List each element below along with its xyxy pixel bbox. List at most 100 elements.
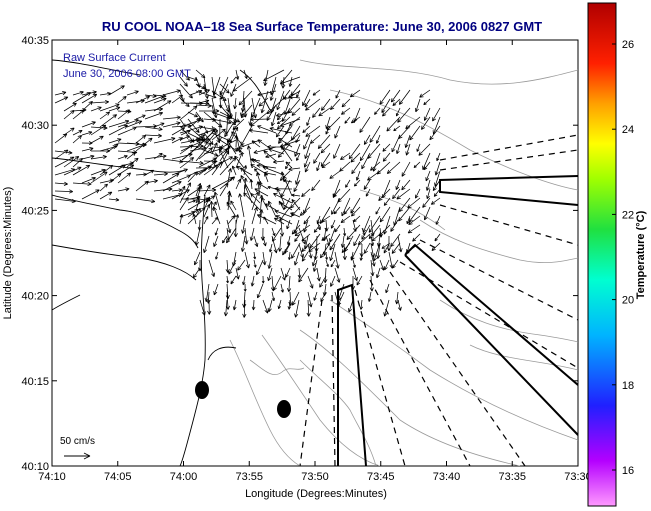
current-vector bbox=[226, 219, 232, 234]
current-vector bbox=[72, 157, 83, 168]
current-vector bbox=[242, 275, 246, 286]
current-vector bbox=[108, 173, 122, 184]
current-vector bbox=[171, 168, 188, 176]
current-vector bbox=[238, 193, 245, 218]
transect-solid-south bbox=[337, 283, 367, 466]
current-vector bbox=[243, 69, 248, 79]
current-vector bbox=[250, 275, 255, 287]
current-vector bbox=[359, 299, 364, 310]
current-vector bbox=[361, 227, 366, 236]
current-vector bbox=[228, 259, 237, 275]
current-vector bbox=[341, 98, 351, 108]
current-vector bbox=[290, 83, 301, 96]
current-vector bbox=[162, 115, 181, 120]
current-vector bbox=[390, 233, 401, 248]
current-vector bbox=[266, 104, 277, 121]
current-vector bbox=[379, 206, 391, 223]
current-vector bbox=[260, 90, 269, 114]
current-vector bbox=[364, 242, 371, 254]
current-vector bbox=[282, 242, 291, 256]
current-vector bbox=[256, 181, 261, 197]
current-vector bbox=[288, 76, 293, 87]
current-vector bbox=[425, 179, 431, 191]
current-vector bbox=[240, 235, 246, 252]
current-vector bbox=[219, 149, 229, 169]
current-vector bbox=[251, 206, 258, 225]
current-vector bbox=[291, 291, 300, 306]
current-vector bbox=[390, 89, 401, 103]
current-vector bbox=[162, 89, 181, 96]
current-vector bbox=[108, 143, 119, 152]
current-vector bbox=[432, 107, 441, 122]
current-vector bbox=[406, 215, 411, 225]
current-vector bbox=[268, 148, 285, 155]
current-vector bbox=[263, 69, 285, 82]
current-vector bbox=[423, 107, 431, 121]
current-vector bbox=[179, 185, 186, 197]
station-marker-2 bbox=[277, 400, 291, 418]
current-vector bbox=[209, 201, 214, 218]
current-vector bbox=[329, 170, 341, 179]
current-vector bbox=[398, 89, 411, 105]
colorbar bbox=[587, 2, 617, 507]
current-vector bbox=[401, 161, 411, 177]
current-vector bbox=[262, 251, 267, 266]
current-vector bbox=[99, 111, 111, 120]
current-vector bbox=[256, 172, 261, 183]
y-axis: 40:35 40:30 40:25 40:20 40:15 40:10 bbox=[21, 35, 578, 473]
current-vector bbox=[344, 116, 351, 124]
current-vector bbox=[276, 188, 285, 204]
current-vector bbox=[304, 143, 311, 159]
y-tick-label: 40:30 bbox=[21, 120, 49, 132]
current-vector bbox=[253, 235, 259, 248]
current-vector bbox=[195, 111, 204, 123]
current-vector bbox=[316, 219, 322, 231]
current-vector bbox=[436, 152, 441, 162]
current-vector bbox=[396, 188, 411, 200]
current-vector bbox=[259, 194, 264, 218]
current-vector bbox=[195, 165, 212, 176]
current-vector bbox=[361, 152, 371, 170]
current-vector bbox=[306, 116, 311, 126]
current-vector bbox=[72, 135, 83, 144]
current-vector bbox=[237, 259, 246, 271]
current-vector bbox=[273, 159, 285, 164]
current-vector bbox=[384, 259, 390, 271]
current-vector bbox=[63, 102, 77, 112]
transect-dashed-lines bbox=[299, 134, 578, 466]
current-vector bbox=[285, 161, 293, 169]
current-vector bbox=[334, 224, 341, 233]
colorbar-label: Temperature (°C) bbox=[635, 210, 647, 299]
colorbar-ticks: 26 24 22 20 18 16 bbox=[612, 39, 634, 477]
current-vector bbox=[99, 164, 114, 176]
current-vector bbox=[135, 180, 149, 192]
current-vector bbox=[348, 143, 361, 160]
current-vector bbox=[342, 243, 347, 260]
current-vector bbox=[313, 152, 321, 164]
current-vector bbox=[162, 121, 181, 128]
current-vector bbox=[379, 89, 391, 105]
current-vector bbox=[340, 152, 351, 160]
x-tick-label: 73:55 bbox=[235, 471, 263, 483]
current-vector bbox=[211, 161, 223, 176]
current-vector bbox=[386, 116, 401, 132]
current-vector bbox=[281, 107, 291, 122]
current-vector bbox=[273, 275, 282, 291]
current-vector bbox=[267, 251, 273, 269]
current-vector bbox=[293, 251, 300, 266]
current-vector bbox=[153, 171, 168, 177]
current-vector bbox=[321, 161, 331, 169]
colorbar-tick-label: 24 bbox=[622, 124, 634, 136]
current-vector bbox=[383, 197, 391, 206]
y-tick-label: 40:25 bbox=[21, 205, 49, 217]
current-vector bbox=[359, 116, 371, 133]
current-vector bbox=[311, 251, 318, 267]
current-vector bbox=[171, 152, 193, 160]
current-vector bbox=[279, 206, 291, 222]
current-vector bbox=[294, 143, 301, 157]
current-vector bbox=[251, 299, 256, 311]
current-vector bbox=[231, 165, 237, 176]
current-vector bbox=[267, 299, 273, 313]
current-vector bbox=[126, 90, 139, 96]
